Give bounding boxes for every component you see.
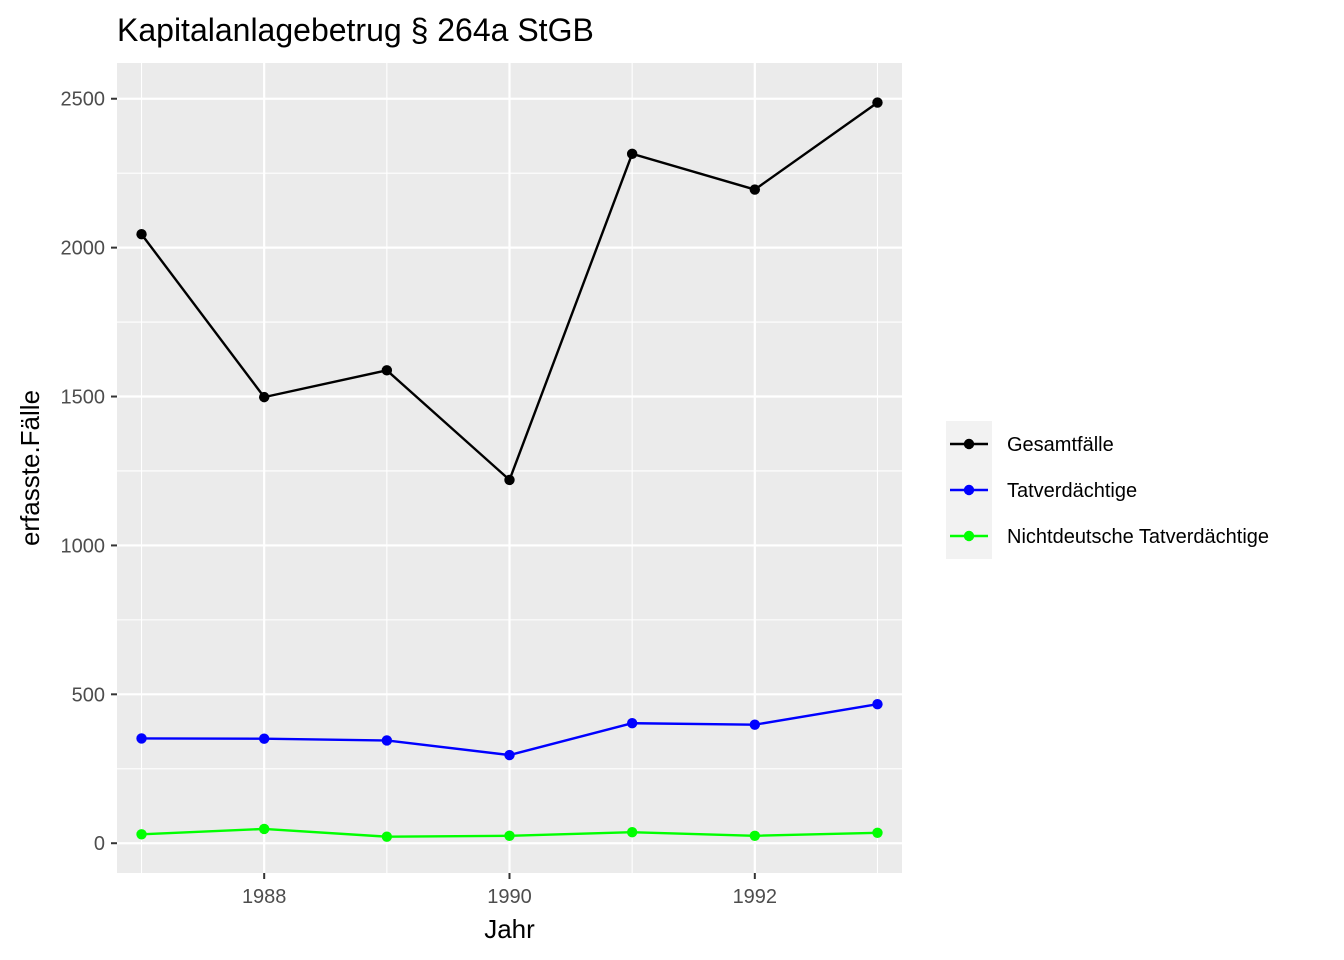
data-point	[258, 823, 270, 835]
legend-item: Tatverdächtige	[950, 480, 1137, 502]
data-point	[504, 474, 515, 486]
legend-item: Nichtdeutsche Tatverdächtige	[950, 526, 1269, 548]
data-point	[381, 831, 393, 842]
data-point	[136, 733, 147, 744]
legend-label: Tatverdächtige	[1007, 480, 1137, 502]
legend-item: Gesamtfälle	[950, 434, 1114, 456]
series-3	[136, 823, 883, 842]
data-point	[504, 749, 515, 761]
data-point	[872, 698, 883, 710]
y-tick-label: 1500	[61, 387, 106, 409]
x-tick-label: 1992	[733, 886, 778, 908]
data-point	[872, 827, 883, 838]
data-point	[749, 184, 761, 195]
data-point	[872, 97, 883, 108]
legend: Gesamtfälle Tatverdächtige Nichtdeutsche T…	[946, 421, 1269, 559]
x-axis-title: Jahr	[484, 914, 535, 944]
series-layer	[136, 97, 883, 842]
legend-key-point	[963, 438, 975, 450]
data-point	[258, 733, 270, 744]
x-tick-label: 1990	[487, 886, 532, 908]
y-axis: 0 500 1000 1500 2000 2500	[61, 89, 117, 855]
y-tick-label: 1000	[61, 535, 106, 557]
x-axis: 1988 1990 1992	[242, 873, 777, 908]
series-2	[136, 698, 883, 761]
y-tick-label: 2000	[61, 238, 106, 260]
data-point	[626, 827, 638, 838]
y-tick-label: 0	[94, 833, 105, 855]
data-point	[381, 365, 393, 376]
data-point	[381, 735, 393, 746]
series-1	[136, 97, 883, 486]
data-point	[136, 229, 147, 240]
data-point	[136, 829, 147, 840]
data-point	[749, 830, 761, 841]
data-point	[504, 830, 515, 841]
legend-key-point	[963, 530, 975, 542]
legend-label: Gesamtfälle	[1007, 434, 1114, 456]
y-tick-label: 2500	[61, 89, 106, 111]
data-point	[626, 718, 638, 729]
data-point	[749, 719, 761, 730]
legend-label: Nichtdeutsche Tatverdächtige	[1007, 526, 1269, 548]
legend-key-point	[963, 484, 975, 496]
x-tick-label: 1988	[242, 886, 287, 908]
chart-title: Kapitalanlagebetrug § 264a StGB	[117, 12, 594, 48]
y-tick-label: 500	[72, 684, 105, 706]
data-point	[626, 148, 638, 160]
y-axis-title: erfasste.Fälle	[15, 390, 45, 546]
data-point	[258, 391, 270, 403]
